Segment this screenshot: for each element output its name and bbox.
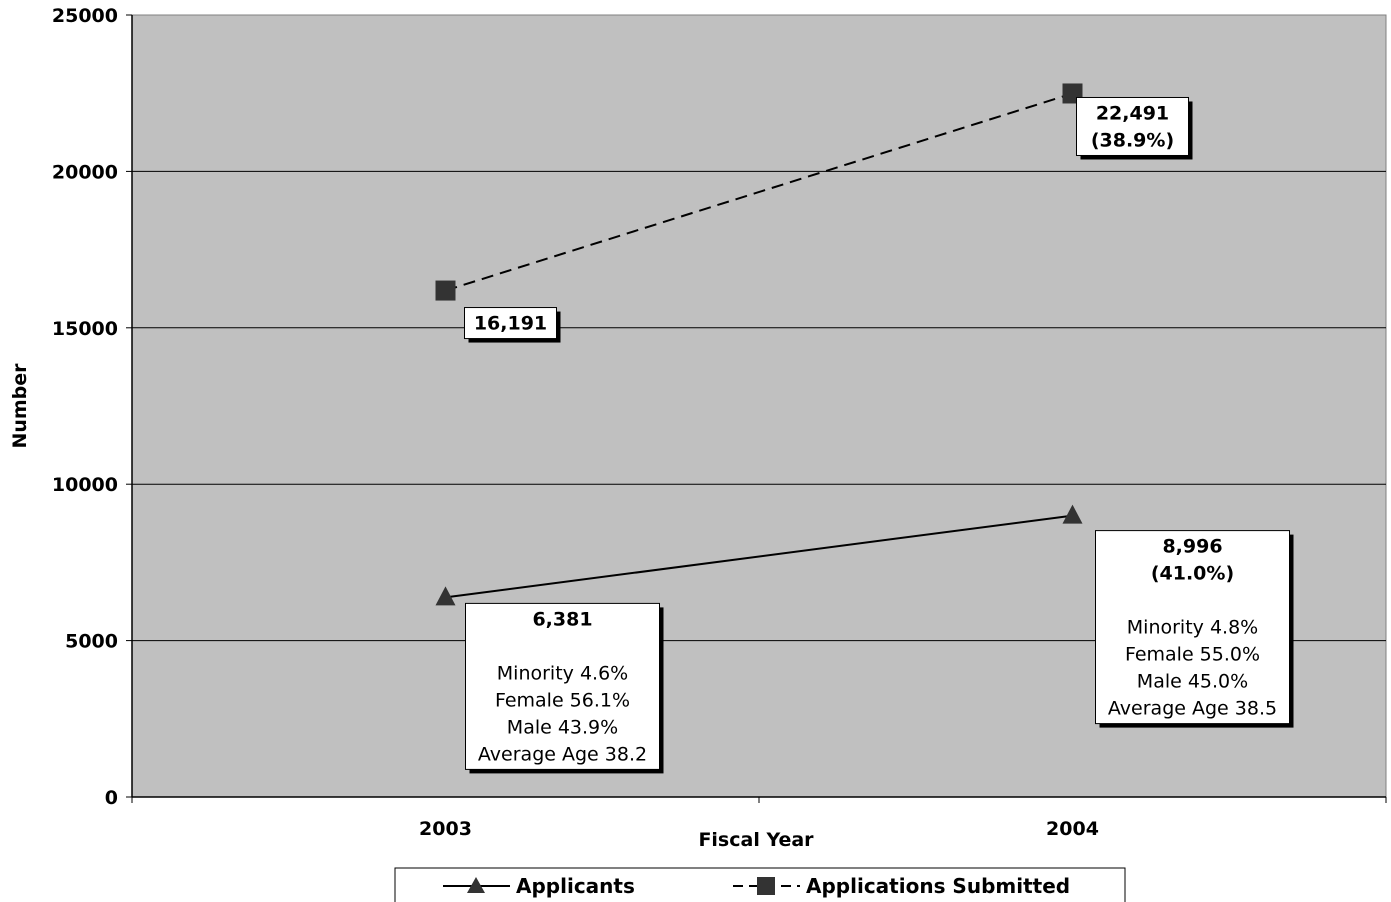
label-bg xyxy=(465,602,660,770)
data-label-text: Female 55.0% xyxy=(1125,644,1260,666)
legend: Applicants Applications Submitted xyxy=(394,867,1126,902)
data-point xyxy=(435,586,456,606)
label-bg xyxy=(1095,530,1290,725)
y-axis-ticks: 0 5000 10000 15000 20000 25000 xyxy=(52,5,132,809)
data-label-text: (41.0%) xyxy=(1151,563,1234,585)
y-tick-label: 25000 xyxy=(52,5,118,27)
series-line-applications-submitted xyxy=(445,92,1073,292)
square-icon xyxy=(757,877,775,895)
data-label-text: Female 56.1% xyxy=(495,689,630,711)
legend-applications-label: Applications Submitted xyxy=(806,874,1070,898)
series-line-applicants xyxy=(445,514,1073,599)
x-axis-title: Fiscal Year xyxy=(698,829,814,851)
data-label-text: 6,381 xyxy=(532,608,592,630)
triangle-icon xyxy=(467,877,485,893)
series-layer xyxy=(435,83,1083,606)
data-label-text: Minority 4.6% xyxy=(497,662,628,684)
data-label-box: 6,381 Minority 4.6% Female 56.1% Male 43.9%… xyxy=(465,602,664,774)
data-label-text: Male 43.9% xyxy=(507,716,618,738)
data-label-text: Male 45.0% xyxy=(1137,671,1248,693)
legend-applicants-label: Applicants xyxy=(516,874,635,898)
label-bg xyxy=(1076,96,1189,156)
data-label-box: 8,996 (41.0%) Minority 4.8% Female 55.0% Mal… xyxy=(1095,530,1294,728)
label-bg xyxy=(464,307,557,340)
y-tick-label: 20000 xyxy=(52,161,118,183)
data-label-text: 22,491 xyxy=(1096,102,1169,124)
data-label-text: Minority 4.8% xyxy=(1127,617,1258,639)
y-tick-label: 5000 xyxy=(65,631,118,653)
y-tick-label: 10000 xyxy=(52,474,118,496)
x-tick-label: 2004 xyxy=(1046,818,1099,840)
data-label-text: 16,191 xyxy=(474,313,547,335)
y-tick-label: 15000 xyxy=(52,318,118,340)
data-label-text: (38.9%) xyxy=(1091,129,1174,151)
data-label-box: 22,491 (38.9%) xyxy=(1076,96,1193,160)
x-tick-label: 2003 xyxy=(419,818,472,840)
data-label-text: Average Age 38.5 xyxy=(1108,698,1277,720)
data-label-box: 16,191 xyxy=(464,307,561,343)
y-tick-label: 0 xyxy=(105,787,118,809)
data-point xyxy=(435,280,456,301)
x-axis-ticks: 2003 2004 xyxy=(131,797,1387,840)
data-label-text: Average Age 38.2 xyxy=(478,743,647,765)
data-label-text: 8,996 xyxy=(1162,536,1222,558)
y-axis-title: Number xyxy=(9,363,31,449)
data-labels: 6,381 Minority 4.6% Female 56.1% Male 43.9%… xyxy=(464,96,1294,774)
data-point xyxy=(1062,504,1083,524)
